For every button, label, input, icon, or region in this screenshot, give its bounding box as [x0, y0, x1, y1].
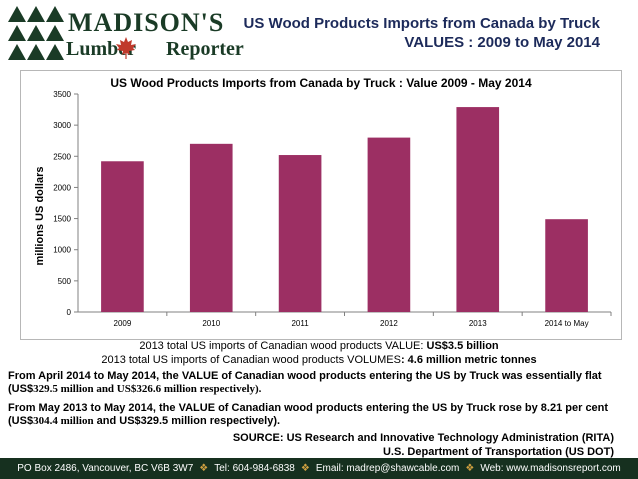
y-tick-label: 2000	[53, 183, 71, 192]
summary-volume-amount: : 4.6 million metric tonnes	[400, 354, 537, 366]
paragraph-yearly-value: 304.4 million	[33, 415, 94, 427]
x-tick-label: 2012	[380, 319, 398, 328]
report-title: US Wood Products Imports from Canada by …	[244, 14, 600, 52]
chart-panel: US Wood Products Imports from Canada by …	[20, 70, 622, 340]
bar	[545, 219, 588, 312]
bar	[278, 155, 322, 312]
x-tick-label: 2011	[291, 319, 309, 328]
footer-bar: PO Box 2486, Vancouver, BC V6B 3W7 ❖ Tel: …	[0, 458, 638, 479]
bar	[189, 143, 233, 312]
separator-icon: ❖	[300, 463, 310, 474]
source-block: SOURCE: US Research and Innovative Techn…	[233, 431, 614, 459]
summary-volume-label: 2013 total US imports of Canadian wood p…	[101, 354, 401, 366]
separator-icon: ❖	[465, 463, 475, 474]
y-tick-label: 500	[58, 277, 72, 286]
source-line-1: SOURCE: US Research and Innovative Techn…	[232, 432, 614, 444]
y-tick-label: 1000	[53, 246, 71, 255]
bar	[101, 161, 144, 312]
bar	[456, 107, 500, 312]
y-tick-label: 0	[67, 308, 72, 317]
plot-area: 0 500 1000 1500 2000 2500 3000 3500 2009 2010 2011…	[53, 90, 612, 328]
x-tick-label: 2009	[114, 319, 132, 328]
y-tick-label: 3500	[53, 90, 71, 99]
paragraph-monthly-values: 329.5 million and US$326.6 million respe…	[33, 383, 262, 395]
x-tick-label: 2013	[469, 319, 487, 328]
x-tick-label: 2014 to May	[545, 319, 589, 328]
separator-icon: ❖	[199, 463, 209, 474]
y-tick-label: 1500	[53, 215, 71, 224]
footer-website[interactable]: Web: www.madisonsreport.com	[480, 463, 621, 474]
paragraph-yearly: From May 2013 to May 2014, the VALUE of …	[8, 402, 628, 428]
footer-phone[interactable]: Tel: 604-984-6838	[214, 463, 295, 474]
summary-line-2: 2013 total US imports of Canadian wood p…	[0, 354, 638, 366]
logo-sub-right: Reporter	[166, 38, 244, 60]
summary-value-label: 2013 total US imports of Canadian wood p…	[139, 340, 427, 352]
x-tick-label: 2010	[202, 319, 220, 328]
logo-subtitle: Lumber Reporter	[66, 38, 244, 61]
footer-address: PO Box 2486, Vancouver, BC V6B 3W7	[17, 463, 194, 474]
logo-sub-left: Lumber	[66, 38, 136, 60]
bar	[367, 137, 411, 312]
bar-chart: US Wood Products Imports from Canada by …	[34, 76, 612, 328]
source-line-2: U.S. Department of Transportation (US DO…	[382, 446, 614, 458]
logo-name: MADISON'S	[68, 8, 225, 37]
paragraph-monthly-text: From April 2014 to May 2014, the VALUE o…	[8, 370, 602, 395]
summary-value-amount: US$3.5 billion	[426, 340, 499, 352]
header: MADISON'S Lumber Reporter US Wood Product…	[0, 0, 638, 62]
chart-title: US Wood Products Imports from Canada by …	[110, 76, 532, 90]
y-tick-label: 2500	[53, 152, 71, 161]
company-logo[interactable]: MADISON'S Lumber Reporter	[8, 6, 244, 60]
paragraph-yearly-text: From May 2013 to May 2014, the VALUE of …	[8, 402, 609, 427]
logo-triangles-icon	[8, 6, 64, 60]
report-title-line1: US Wood Products Imports from Canada by …	[243, 15, 600, 32]
y-tick-label: 3000	[53, 121, 71, 130]
paragraph-monthly: From April 2014 to May 2014, the VALUE o…	[8, 370, 628, 396]
summary-line-1: 2013 total US imports of Canadian wood p…	[0, 340, 638, 352]
paragraph-yearly-tail: and US$329.5 million respectively).	[93, 415, 281, 427]
maple-leaf-icon	[116, 37, 136, 59]
y-axis-label: millions US dollars	[34, 166, 46, 265]
footer-email[interactable]: Email: madrep@shawcable.com	[315, 463, 460, 474]
report-title-line2: VALUES : 2009 to May 2014	[404, 34, 600, 51]
